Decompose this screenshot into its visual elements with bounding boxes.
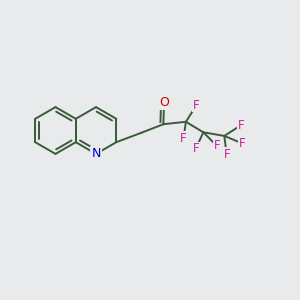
Text: F: F (180, 132, 187, 145)
Text: F: F (224, 148, 230, 161)
Text: F: F (193, 142, 199, 155)
Text: F: F (238, 119, 244, 132)
Text: N: N (91, 147, 101, 161)
Text: O: O (159, 96, 169, 109)
Text: F: F (239, 137, 246, 150)
Text: F: F (193, 99, 200, 112)
Text: F: F (214, 139, 220, 152)
